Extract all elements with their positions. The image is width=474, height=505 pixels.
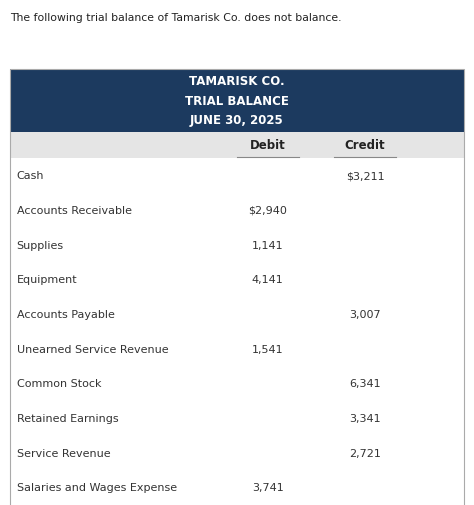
Text: Service Revenue: Service Revenue [17, 447, 110, 458]
Bar [10, 401, 464, 435]
Bar [10, 228, 464, 263]
Bar [10, 470, 464, 504]
Text: Salaries and Wages Expense: Salaries and Wages Expense [17, 482, 177, 492]
Text: Equipment: Equipment [17, 275, 77, 285]
Bar [10, 297, 464, 332]
Text: 3,007: 3,007 [349, 309, 381, 319]
Text: Cash: Cash [17, 171, 44, 181]
Text: Unearned Service Revenue: Unearned Service Revenue [17, 344, 168, 354]
Text: TAMARISK CO.
TRIAL BALANCE
JUNE 30, 2025: TAMARISK CO. TRIAL BALANCE JUNE 30, 2025 [185, 75, 289, 127]
Text: 1,541: 1,541 [252, 344, 283, 354]
Bar [10, 159, 464, 193]
Text: 3,341: 3,341 [349, 413, 381, 423]
Bar [10, 366, 464, 401]
Text: Supplies: Supplies [17, 240, 64, 250]
Text: Common Stock: Common Stock [17, 378, 101, 388]
Text: Credit: Credit [345, 139, 385, 152]
Text: 1,141: 1,141 [252, 240, 283, 250]
Text: Accounts Receivable: Accounts Receivable [17, 206, 132, 216]
Bar [10, 193, 464, 228]
Bar [10, 263, 464, 297]
Bar [10, 332, 464, 366]
Bar [10, 132, 464, 159]
Text: 4,141: 4,141 [252, 275, 283, 285]
Text: 6,341: 6,341 [349, 378, 381, 388]
Text: $3,211: $3,211 [346, 171, 384, 181]
Text: 3,741: 3,741 [252, 482, 283, 492]
Text: Accounts Payable: Accounts Payable [17, 309, 114, 319]
Text: Retained Earnings: Retained Earnings [17, 413, 118, 423]
Bar [10, 435, 464, 470]
Bar [10, 70, 464, 132]
Text: $2,940: $2,940 [248, 206, 287, 216]
Text: The following trial balance of Tamarisk Co. does not balance.: The following trial balance of Tamarisk … [10, 13, 342, 23]
Text: 2,721: 2,721 [349, 447, 381, 458]
Text: Debit: Debit [250, 139, 286, 152]
